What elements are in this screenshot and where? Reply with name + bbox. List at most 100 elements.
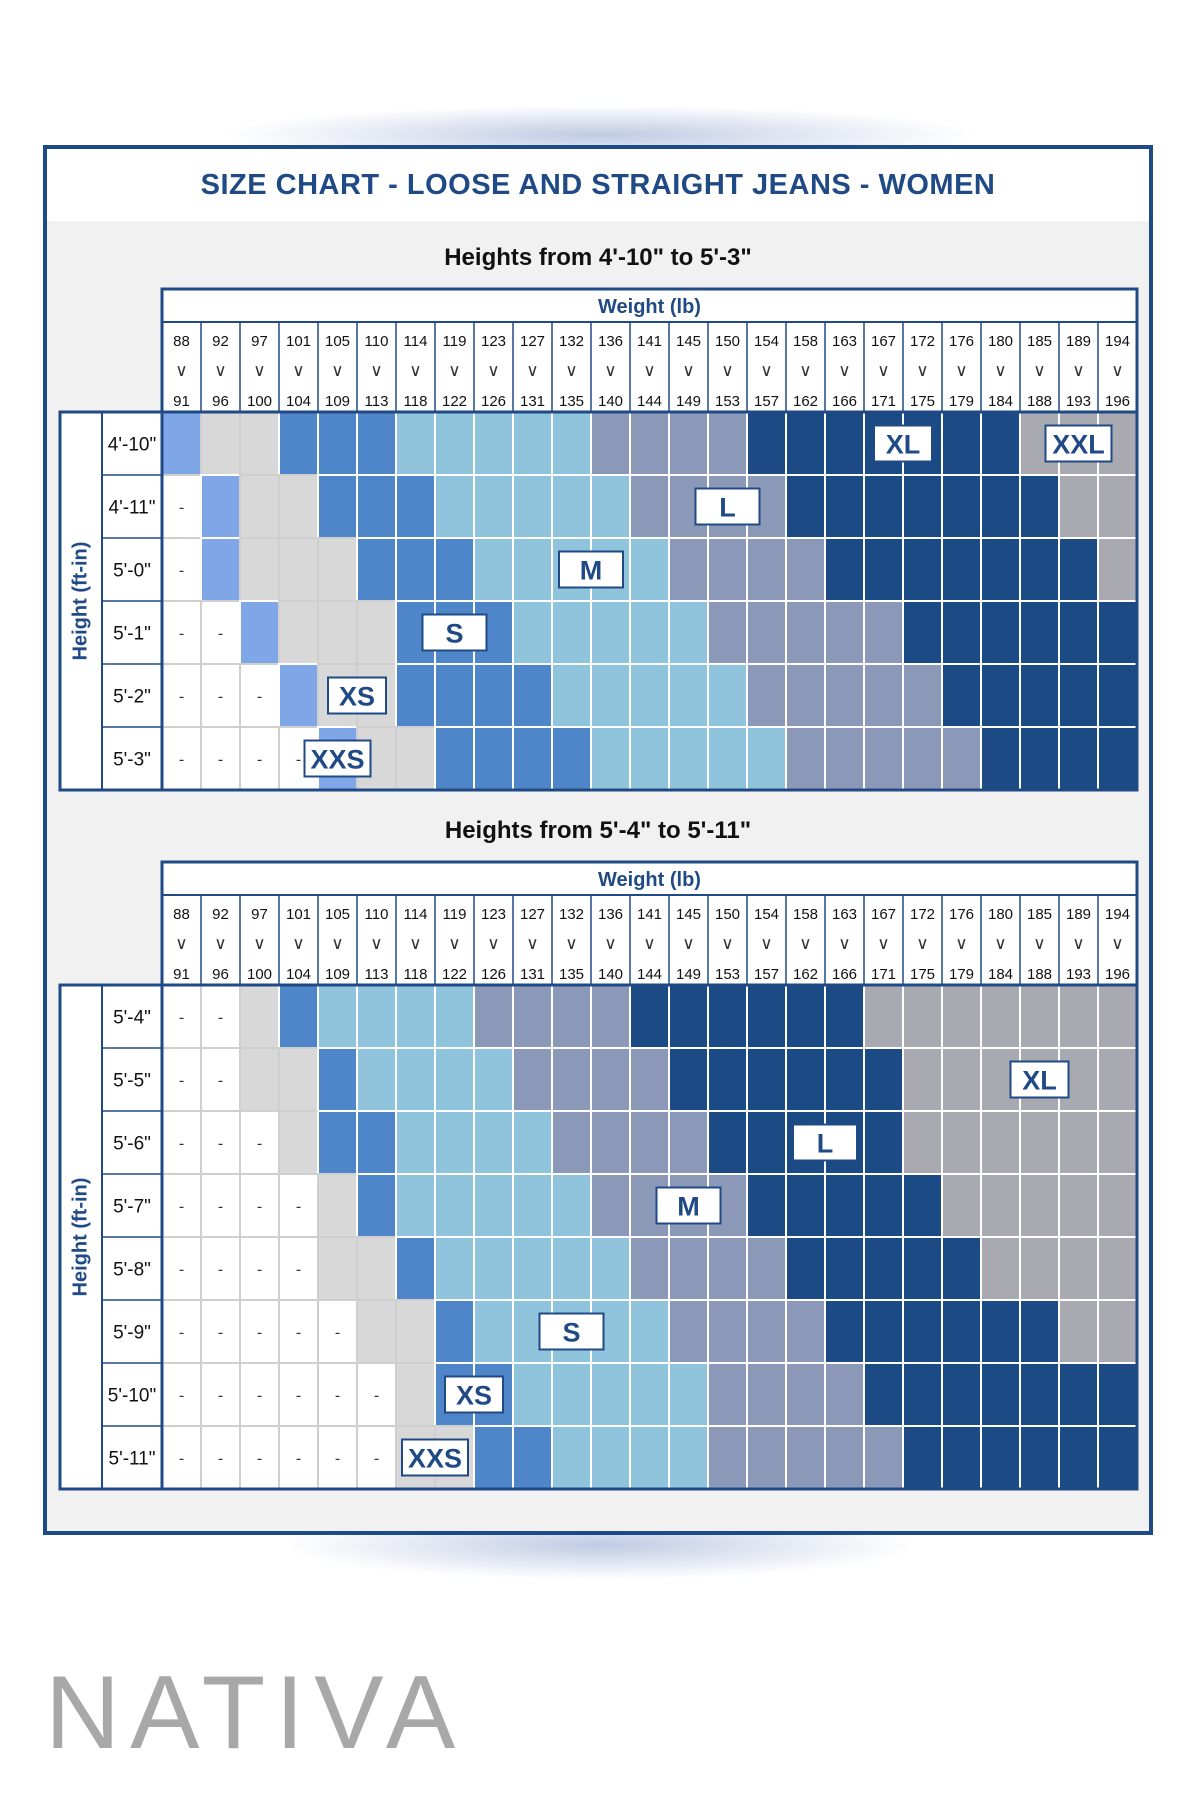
size-cell-l bbox=[824, 1299, 865, 1364]
weight-range-min: 145 bbox=[676, 333, 701, 350]
height-value: 5'-4" bbox=[113, 1008, 151, 1029]
weight-range-max: 184 bbox=[988, 966, 1013, 983]
weight-range-min: 110 bbox=[365, 906, 389, 923]
size-cell-s bbox=[629, 1299, 670, 1364]
size-label-s: S bbox=[562, 1318, 580, 1348]
weight-range-min: 141 bbox=[637, 906, 662, 923]
size-cell-light bbox=[239, 1047, 280, 1112]
weight-range-max: 135 bbox=[559, 966, 584, 983]
empty-mark: - bbox=[335, 1451, 340, 1468]
size-cell-xs bbox=[356, 537, 397, 602]
size-cell-s bbox=[629, 1362, 670, 1427]
size-cell-l bbox=[785, 1173, 826, 1238]
empty-mark: - bbox=[179, 626, 184, 643]
size-cell-l bbox=[1019, 1362, 1060, 1427]
size-cell-l bbox=[863, 1362, 904, 1427]
size-label-box-m bbox=[655, 1186, 722, 1225]
size-cell-m bbox=[863, 1425, 904, 1490]
size-cell-m bbox=[551, 984, 592, 1049]
weight-range-min: 110 bbox=[365, 333, 389, 350]
empty-mark: - bbox=[335, 1325, 340, 1342]
empty-mark: - bbox=[257, 1451, 262, 1468]
size-cell-l bbox=[980, 600, 1021, 665]
weight-range-max: 149 bbox=[676, 966, 701, 983]
data-grid-border bbox=[160, 983, 1139, 1491]
weight-range-min: 176 bbox=[949, 333, 974, 350]
size-cell-m bbox=[590, 1110, 631, 1175]
weight-range-min: 176 bbox=[949, 906, 974, 923]
size-cell-s bbox=[395, 1173, 436, 1238]
weight-header-label: Weight (lb) bbox=[598, 296, 701, 318]
weight-header-box bbox=[160, 287, 1139, 414]
size-cell-s bbox=[473, 1110, 514, 1175]
weight-range-symbol: ∨ bbox=[994, 361, 1006, 380]
weight-range-symbol: ∨ bbox=[175, 361, 187, 380]
weight-range-max: 91 bbox=[173, 393, 190, 410]
weight-range-max: 162 bbox=[793, 393, 818, 410]
weight-range-symbol: ∨ bbox=[409, 934, 421, 953]
size-cell-m bbox=[551, 1047, 592, 1112]
weight-range-max: 91 bbox=[173, 966, 190, 983]
size-cell-xl bbox=[902, 984, 943, 1049]
height-value: 5'-7" bbox=[113, 1197, 151, 1218]
size-cell-l bbox=[902, 1362, 943, 1427]
weight-range-max: 179 bbox=[949, 393, 974, 410]
empty-mark: - bbox=[296, 752, 301, 769]
empty-mark: - bbox=[179, 1325, 184, 1342]
weight-range-max: 144 bbox=[637, 393, 662, 410]
size-cell-xs bbox=[395, 474, 436, 539]
weight-range-max: 193 bbox=[1066, 966, 1091, 983]
height-value: 5'-0" bbox=[113, 561, 151, 582]
weight-range-max: 179 bbox=[949, 966, 974, 983]
size-cell-xl bbox=[941, 984, 982, 1049]
size-label-l: L bbox=[817, 1129, 834, 1159]
size-cell-light bbox=[278, 474, 319, 539]
weight-range-min: 97 bbox=[251, 333, 268, 350]
size-cell-xs bbox=[434, 663, 475, 728]
height-value: 5'-9" bbox=[113, 1323, 151, 1344]
weight-range-min: 105 bbox=[325, 333, 350, 350]
size-cell-xl bbox=[1019, 1110, 1060, 1175]
height-value: 5'-2" bbox=[113, 687, 151, 708]
size-cell-empty bbox=[239, 1299, 280, 1364]
size-cell-l bbox=[902, 1425, 943, 1490]
weight-range-min: 158 bbox=[793, 906, 818, 923]
weight-range-max: 100 bbox=[247, 393, 272, 410]
size-cell-m bbox=[746, 1236, 787, 1301]
size-cell-empty bbox=[161, 1362, 202, 1427]
size-label-xl: XL bbox=[1022, 1066, 1057, 1096]
size-cell-l bbox=[746, 1173, 787, 1238]
size-cell-l bbox=[824, 1173, 865, 1238]
empty-mark: - bbox=[374, 1451, 379, 1468]
weight-range-max: 196 bbox=[1105, 966, 1130, 983]
size-cell-m bbox=[590, 411, 631, 476]
size-cell-s bbox=[434, 1110, 475, 1175]
height-value: 5'-6" bbox=[113, 1134, 151, 1155]
empty-mark: - bbox=[218, 1388, 223, 1405]
size-cell-l bbox=[1097, 663, 1138, 728]
size-cell-s bbox=[356, 1047, 397, 1112]
size-label-box-xxl bbox=[1044, 424, 1113, 463]
weight-range-min: 92 bbox=[212, 333, 229, 350]
size-cell-s bbox=[512, 1110, 553, 1175]
size-cell-l bbox=[902, 1173, 943, 1238]
size-cell-empty bbox=[161, 1110, 202, 1175]
weight-range-min: 150 bbox=[715, 333, 740, 350]
size-cell-s bbox=[590, 1425, 631, 1490]
weight-range-max: 113 bbox=[365, 966, 389, 983]
empty-mark: - bbox=[179, 1262, 184, 1279]
weight-range-symbol: ∨ bbox=[526, 361, 538, 380]
empty-mark: - bbox=[218, 752, 223, 769]
empty-mark: - bbox=[296, 1388, 301, 1405]
size-cell-s bbox=[434, 1236, 475, 1301]
size-cell-l bbox=[707, 1110, 748, 1175]
size-cell-s bbox=[590, 1236, 631, 1301]
size-cell-empty bbox=[200, 663, 241, 728]
size-cell-l bbox=[1097, 1362, 1138, 1427]
empty-mark: - bbox=[218, 1010, 223, 1027]
weight-range-symbol: ∨ bbox=[370, 361, 382, 380]
size-cell-s bbox=[434, 411, 475, 476]
weight-range-min: 123 bbox=[481, 906, 506, 923]
weight-range-min: 163 bbox=[832, 333, 857, 350]
size-cell-xxl bbox=[1097, 474, 1138, 539]
